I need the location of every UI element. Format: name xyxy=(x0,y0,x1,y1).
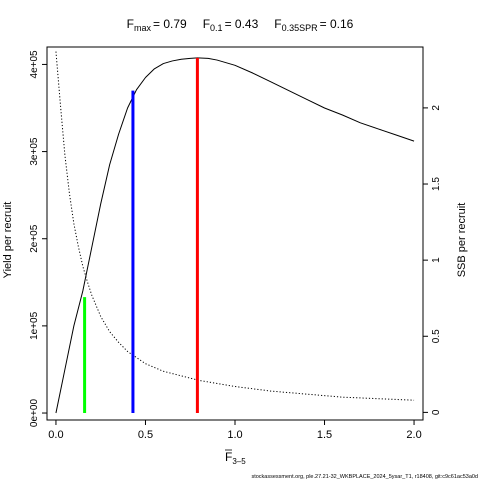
y-axis-tick-label: 0e+00 xyxy=(29,399,40,428)
title-f01-value: = 0.43 xyxy=(225,17,259,31)
y2-axis-tick-label: 1 xyxy=(431,257,442,263)
y2-axis-tick-label: 0 xyxy=(431,409,442,415)
title-fmax-subscript: max xyxy=(134,23,152,33)
y-axis-label: Yield per recruit xyxy=(2,202,14,279)
title-f01-symbol: F xyxy=(203,17,210,31)
axes: 0.0 0.5 1.0 1.5 2.0 0e+00 1e+05 2e+05 3e+05 4e+05… xyxy=(29,46,442,441)
x-axis-tick-label: 2.0 xyxy=(406,429,421,441)
x-axis-tick-label: 0.5 xyxy=(138,429,153,441)
x-axis-label-subscript: 3–5 xyxy=(232,457,246,466)
y2-axis-tick-label: 2 xyxy=(431,105,442,111)
title-fmax-symbol: F xyxy=(127,17,134,31)
title-f01-subscript: 0.1 xyxy=(210,23,223,33)
title-fspr-value: = 0.16 xyxy=(320,17,354,31)
y-axis-tick-label: 3e+05 xyxy=(29,137,40,166)
y-axis-tick-label: 2e+05 xyxy=(29,224,40,253)
x-axis-label: F3–5 xyxy=(225,449,246,466)
y-axis-tick-label: 1e+05 xyxy=(29,311,40,340)
x-axis-tick-label: 1.5 xyxy=(317,429,332,441)
title-fmax-value: = 0.79 xyxy=(153,17,187,31)
x-axis-tick-label: 0.0 xyxy=(48,429,63,441)
y2-axis-tick-label: 0.5 xyxy=(431,329,442,343)
title-fspr-subscript: 0.35SPR xyxy=(282,23,319,33)
y2-axis-label: SSB per recruit xyxy=(456,203,468,278)
y-axis-tick-label: 4e+05 xyxy=(29,50,40,79)
x-axis-tick-label: 1.0 xyxy=(227,429,242,441)
ssb-per-recruit-line xyxy=(55,51,415,401)
x-axis-label-symbol: F xyxy=(225,450,232,464)
reference-lines xyxy=(83,57,199,414)
footer-text: stockassessment.org, ple.27.21-32_WKBPLA… xyxy=(251,474,478,480)
yield-per-recruit-line xyxy=(55,57,415,414)
series-layer xyxy=(55,51,415,414)
title-fspr-symbol: F xyxy=(274,17,281,31)
svg-text:F3–5: F3–5 xyxy=(225,450,246,466)
chart-title: Fmax = 0.79 F0.1 = 0.43 F0.35SPR = 0.16 xyxy=(127,17,354,33)
y2-axis-tick-label: 1.5 xyxy=(431,177,442,191)
